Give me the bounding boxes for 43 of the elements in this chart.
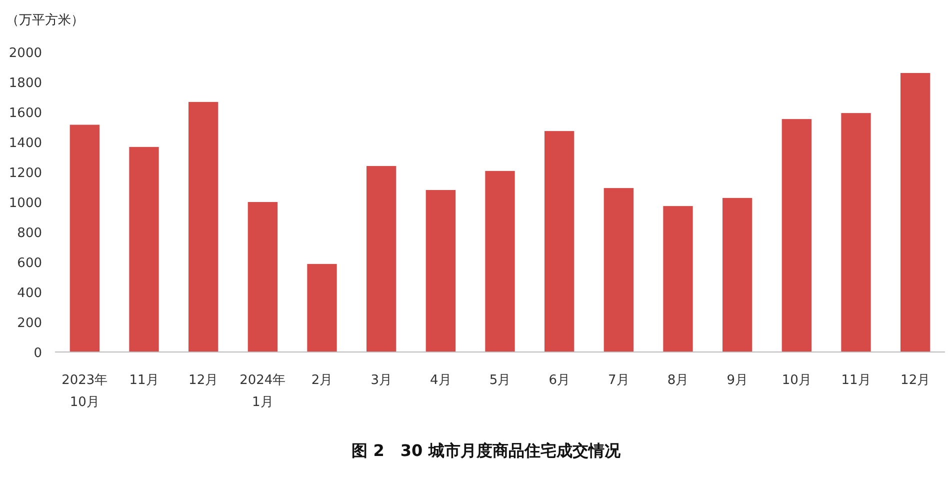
x-tick-label: 12月 [900,373,930,388]
x-tick-label: 11月 [841,373,871,388]
y-tick-label: 1800 [8,76,42,91]
y-tick-label: 0 [34,346,42,361]
bar [485,170,515,352]
x-tick-label: 8月 [667,373,689,388]
bar [248,202,278,352]
y-tick-label: 1600 [8,106,42,121]
bar [604,188,634,352]
y-tick-label: 200 [17,316,42,331]
x-tick-label: 2023年 10月 [62,373,108,410]
bar [663,206,693,352]
bar [426,190,456,352]
x-tick-label: 5月 [489,373,511,388]
y-tick-label: 400 [17,286,42,301]
x-tick-label: 9月 [726,373,748,388]
x-tick-label: 12月 [188,373,218,388]
bar [70,124,100,352]
bar [841,113,871,352]
y-tick-label: 1200 [8,166,42,181]
bar [900,73,930,352]
x-tick-label: 3月 [370,373,392,388]
x-tick-label: 11月 [129,373,159,388]
x-tick-label: 10月 [782,373,812,388]
x-tick-label: 2024年 1月 [240,373,286,410]
y-tick-label: 1000 [8,196,42,211]
bar [129,146,159,352]
x-tick-label: 7月 [608,373,630,388]
y-axis-title: （万平方米） [6,12,84,28]
bar [307,264,337,352]
x-tick-label: 4月 [430,373,452,388]
bar [782,119,812,352]
y-tick-label: 600 [17,256,42,271]
bar [366,166,396,352]
bar [188,102,218,352]
text: 图 2 30 城市月度商品住宅成交情况 [352,441,622,460]
y-tick-label: 2000 [8,46,42,61]
x-tick-label: 2月 [311,373,333,388]
y-tick-label: 800 [17,226,42,241]
bar [722,198,752,352]
y-tick-label: 1400 [8,136,42,151]
bar [544,131,574,352]
x-tick-label: 6月 [548,373,570,388]
